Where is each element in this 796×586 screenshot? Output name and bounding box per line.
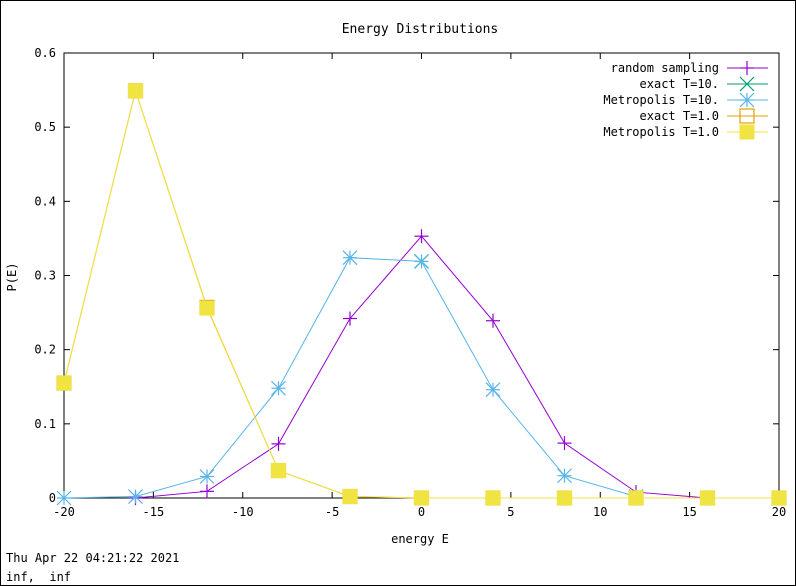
y-tick-label: 0.1 <box>34 417 56 431</box>
data-point <box>271 380 286 396</box>
legend-label: exact T=1.0 <box>640 109 719 123</box>
data-point <box>557 468 572 484</box>
series-line <box>63 89 779 499</box>
series-4 <box>56 83 787 506</box>
data-point <box>771 490 787 506</box>
data-point <box>557 436 572 451</box>
legend-label: Metropolis T=10. <box>603 93 719 107</box>
data-point <box>128 489 143 504</box>
y-axis: 0 0.1 0.2 0.3 0.4 0.5 0.6 <box>34 46 779 505</box>
data-point <box>628 490 644 506</box>
y-tick-label: 0.6 <box>34 46 56 60</box>
data-point <box>56 375 72 391</box>
x-tick-label: 15 <box>682 505 696 519</box>
status-coordinates: inf, inf <box>6 570 72 584</box>
legend: random sampling exact T=10. Metropolis T=1… <box>603 61 768 140</box>
legend-marker <box>739 108 755 124</box>
data-point <box>485 382 501 398</box>
y-tick-label: 0.2 <box>34 343 56 357</box>
series-3 <box>56 83 787 506</box>
status-date: Thu Apr 22 04:21:22 2021 <box>6 551 180 565</box>
series-line <box>63 89 779 499</box>
legend-marker <box>739 92 755 108</box>
y-tick-label: 0.5 <box>34 120 56 134</box>
data-point <box>342 250 358 266</box>
x-tick-label: -5 <box>325 505 339 519</box>
data-point <box>414 229 429 244</box>
x-axis: -20 -15 -10 -5 0 5 10 15 20 <box>53 53 786 519</box>
data-point <box>199 300 215 316</box>
legend-label: random sampling <box>611 61 719 75</box>
data-point <box>128 83 143 99</box>
series-line <box>63 257 637 499</box>
legend-label: exact T=10. <box>640 77 719 91</box>
series-layer <box>56 83 787 506</box>
data-point <box>700 490 715 506</box>
data-point <box>414 253 429 269</box>
data-point <box>414 490 429 506</box>
data-point <box>343 311 357 326</box>
data-point <box>56 490 72 506</box>
legend-label: Metropolis T=1.0 <box>603 125 719 139</box>
series-0 <box>128 229 715 505</box>
chart-title: Energy Distributions <box>342 22 499 37</box>
series-2 <box>56 250 644 506</box>
x-tick-label: 5 <box>507 505 514 519</box>
y-tick-label: 0.3 <box>34 269 56 283</box>
legend-marker <box>740 61 754 75</box>
data-point <box>271 436 286 451</box>
x-tick-label: -15 <box>143 505 165 519</box>
legend-marker <box>739 124 755 140</box>
y-tick-label: 0 <box>49 491 56 505</box>
x-axis-label: energy E <box>391 532 449 546</box>
data-point <box>199 469 215 484</box>
y-axis-label: P(E) <box>5 263 19 292</box>
x-tick-label: 20 <box>772 505 786 519</box>
x-tick-label: 10 <box>593 505 607 519</box>
data-point <box>486 313 500 328</box>
x-tick-label: 0 <box>418 505 425 519</box>
x-tick-label: -20 <box>53 505 75 519</box>
data-point <box>271 463 286 479</box>
data-point <box>557 490 572 506</box>
data-point <box>485 490 501 506</box>
x-tick-label: -10 <box>232 505 254 519</box>
data-point <box>200 484 214 499</box>
data-point <box>342 489 358 505</box>
legend-marker <box>739 76 755 92</box>
y-tick-label: 0.4 <box>34 194 56 208</box>
